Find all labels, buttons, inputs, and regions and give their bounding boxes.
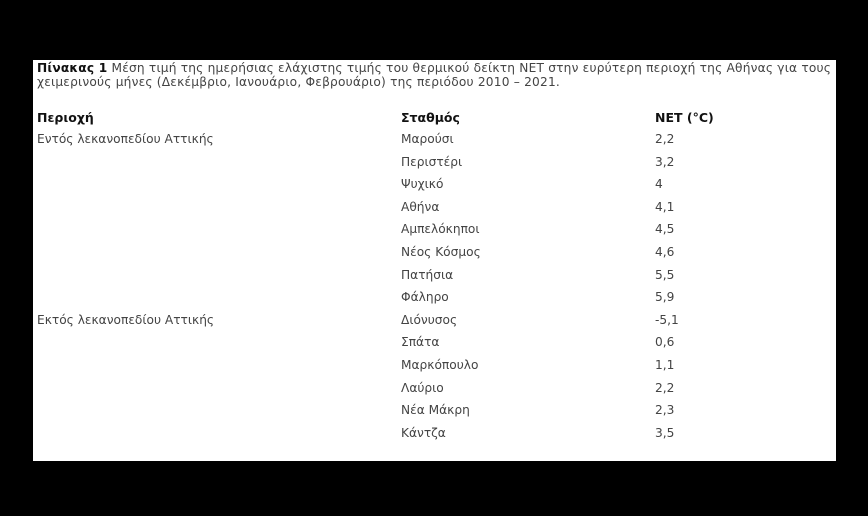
header-region: Περιοχή — [37, 110, 94, 125]
table-row: Κάντζα 3,5 — [33, 426, 836, 448]
station-cell: Μαρκόπουλο — [401, 358, 479, 372]
table-row: Αμπελόκηποι 4,5 — [33, 222, 836, 244]
table-row: Αθήνα 4,1 — [33, 200, 836, 222]
table-row: Σπάτα 0,6 — [33, 335, 836, 357]
net-cell: 4,6 — [655, 245, 675, 259]
net-cell: 5,5 — [655, 267, 675, 282]
net-cell: 4,5 — [655, 222, 675, 237]
table-row: Εκτός λεκανοπεδίου Αττικής Διόνυσος -5,1 — [33, 313, 836, 335]
station-cell: Περιστέρι — [401, 154, 463, 169]
net-cell: 1,1 — [655, 358, 675, 372]
region-cell: Εκτός λεκανοπεδίου Αττικής — [37, 312, 215, 327]
station-cell: Λαύριο — [401, 380, 444, 395]
table-row: Εντός λεκανοπεδίου Αττικής Μαρούσι 2,2 — [33, 132, 836, 154]
caption-label: Πίνακας 1 — [37, 61, 108, 75]
net-cell: 2,2 — [655, 132, 675, 146]
station-cell: Πατήσια — [401, 267, 454, 282]
station-cell: Ψυχικό — [401, 177, 444, 192]
table-row: Νέα Μάκρη 2,3 — [33, 403, 836, 425]
station-cell: Νέα Μάκρη — [401, 403, 470, 418]
net-cell: 0,6 — [655, 335, 675, 350]
table-caption: Πίνακας 1 Μέση τιμή της ημερήσιας ελάχισ… — [37, 61, 832, 89]
table-row: Φάληρο 5,9 — [33, 290, 836, 312]
table-row: Ψυχικό 4 — [33, 177, 836, 199]
station-cell: Σπάτα — [401, 335, 440, 350]
net-cell: 2,3 — [655, 403, 675, 418]
net-cell: -5,1 — [655, 312, 679, 327]
station-cell: Διόνυσος — [401, 312, 458, 327]
net-cell: 4 — [655, 177, 663, 192]
net-cell: 3,5 — [655, 425, 675, 440]
net-cell: 4,1 — [655, 199, 675, 214]
document-page: Πίνακας 1 Μέση τιμή της ημερήσιας ελάχισ… — [33, 60, 836, 461]
table-row: Πατήσια 5,5 — [33, 268, 836, 290]
header-station: Σταθμός — [401, 110, 460, 125]
table-row: Νέος Κόσμος 4,6 — [33, 245, 836, 267]
header-net: NET (°C) — [655, 110, 714, 125]
station-cell: Κάντζα — [401, 425, 446, 440]
caption-text: Μέση τιμή της ημερήσιας ελάχιστης τιμής … — [37, 61, 832, 89]
station-cell: Αμπελόκηποι — [401, 222, 480, 237]
net-cell: 3,2 — [655, 154, 675, 169]
table-row: Μαρκόπουλο 1,1 — [33, 358, 836, 380]
station-cell: Νέος Κόσμος — [401, 245, 481, 259]
station-cell: Φάληρο — [401, 290, 449, 305]
table-row: Λαύριο 2,2 — [33, 381, 836, 403]
station-cell: Αθήνα — [401, 199, 440, 214]
net-cell: 2,2 — [655, 380, 675, 395]
table-row: Περιστέρι 3,2 — [33, 155, 836, 177]
station-cell: Μαρούσι — [401, 132, 454, 146]
region-cell: Εντός λεκανοπεδίου Αττικής — [37, 132, 214, 146]
net-cell: 5,9 — [655, 290, 675, 305]
